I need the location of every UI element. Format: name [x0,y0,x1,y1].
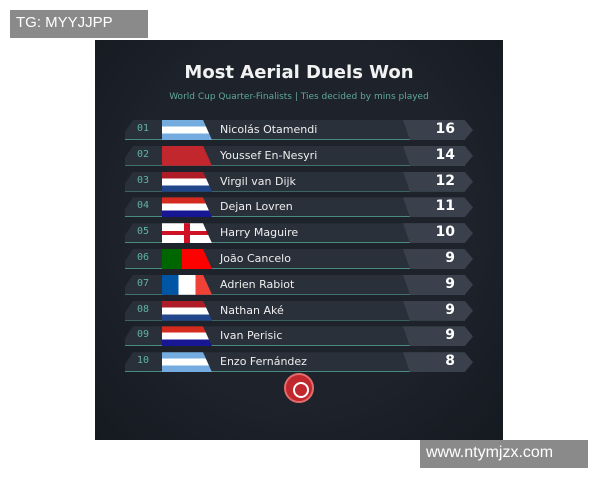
duels-value: 14 [435,146,455,163]
morocco-flag-icon [162,145,212,166]
row-bar [125,352,465,373]
table-row: 10 Enzo Fernández 8 [125,352,473,373]
rank: 04 [137,200,150,212]
value-box: 11 [403,197,473,218]
row-bar [125,171,465,192]
player-name: Nathan Aké [220,303,284,317]
value-box: 14 [403,145,473,166]
player-name: João Cancelo [220,252,291,265]
value-box: 8 [403,352,473,373]
table-row: 01 Nicolás Otamendi 16 [125,120,473,140]
duels-value: 16 [435,121,455,137]
value-box: 9 [403,274,473,295]
value-box: 10 [403,223,473,244]
table-row: 05 Harry Maguire 10 [125,223,473,244]
value-box: 16 [403,120,473,140]
portugal-flag-icon [162,249,212,269]
argentina-flag-icon [162,352,212,373]
rank: 08 [137,303,150,315]
rank: 05 [137,226,150,238]
duels-value: 9 [445,250,455,266]
rank: 03 [137,174,150,186]
rank: 06 [137,252,150,263]
duels-value: 8 [445,353,455,370]
watermark-bottom: www.ntymjzx.com [420,440,588,468]
duels-value: 9 [445,275,455,292]
netherlands-flag-icon [162,171,212,192]
rank: 02 [137,148,150,160]
row-bar [125,120,465,140]
table-row: 04 Dejan Lovren 11 [125,197,473,218]
england-flag-icon [162,223,212,244]
argentina-flag-icon [162,120,212,140]
row-bar [125,300,465,321]
duels-value: 10 [435,224,455,241]
table-row: 06 João Cancelo 9 [125,249,473,269]
croatia-flag-icon [162,197,212,218]
table-row: 08 Nathan Aké 9 [125,300,473,321]
value-box: 9 [403,300,473,321]
duels-value: 9 [445,327,455,344]
rank: 09 [137,329,150,341]
value-box: 9 [403,249,473,269]
duels-value: 11 [435,198,455,215]
watermark-top: TG: MYYJJPP [10,10,148,38]
row-bar [125,326,465,347]
value-box: 9 [403,326,473,347]
rank: 01 [137,123,150,134]
netherlands-flag-icon [162,300,212,321]
row-bar [125,145,465,166]
player-name: Virgil van Dijk [220,174,296,188]
brand-logo-icon [284,373,314,403]
croatia-flag-icon [162,326,212,347]
table-row: 03 Virgil van Dijk 12 [125,171,473,192]
player-name: Youssef En-Nesyri [220,148,318,162]
table-row: 09 Ivan Perisic 9 [125,326,473,347]
rank: 07 [137,277,150,289]
player-name: Harry Maguire [220,226,299,240]
duels-value: 9 [445,301,455,318]
player-name: Enzo Fernández [220,355,307,369]
row-bar [125,197,465,218]
row-bar [125,249,465,269]
table-row: 02 Youssef En-Nesyri 14 [125,145,473,166]
player-name: Dejan Lovren [220,200,293,214]
player-name: Nicolás Otamendi [220,123,318,136]
page-title: Most Aerial Duels Won [184,62,414,83]
player-name: Adrien Rabiot [220,277,295,291]
rank: 10 [137,355,150,367]
leaderboard-card: Most Aerial Duels Won World Cup Quarter-… [95,40,503,440]
player-name: Ivan Perisic [220,329,283,343]
row-bar [125,223,465,244]
france-flag-icon [162,274,212,295]
row-bar [125,274,465,295]
subtitle: World Cup Quarter-Finalists | Ties decid… [169,92,429,102]
duels-value: 12 [435,172,455,189]
table-row: 07 Adrien Rabiot 9 [125,274,473,295]
value-box: 12 [403,171,473,192]
